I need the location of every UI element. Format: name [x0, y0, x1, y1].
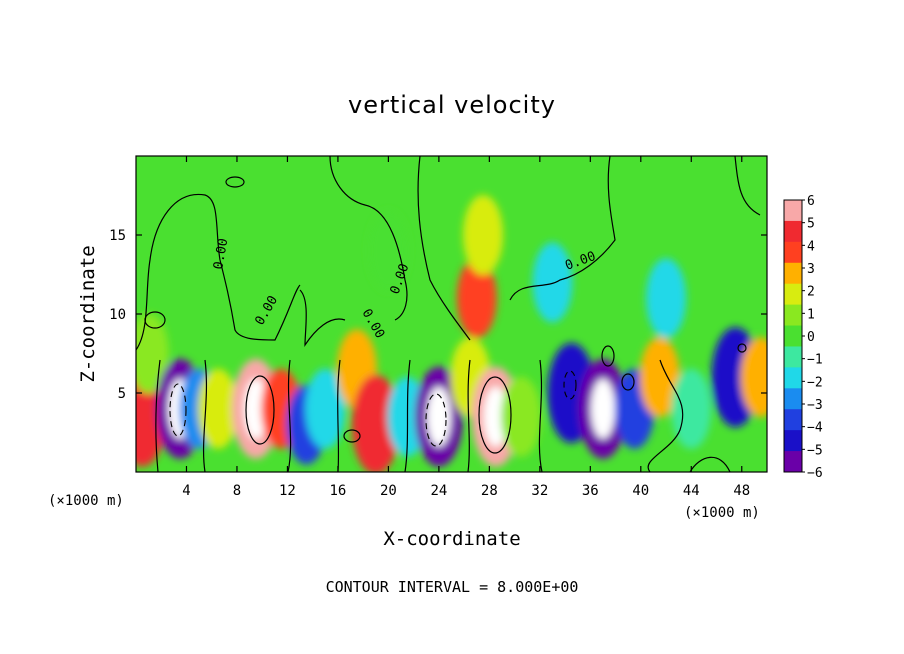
field-cell — [463, 195, 504, 275]
field-cell — [646, 258, 687, 339]
contour-line — [155, 359, 161, 472]
contour-line — [404, 359, 411, 472]
colorbar-label: 3 — [807, 262, 815, 277]
x-tick-label: 32 — [531, 483, 548, 499]
velocity-field — [136, 195, 767, 472]
field-cell — [500, 376, 541, 457]
colorbar-label: −6 — [807, 466, 823, 481]
y-tick-label: 5 — [118, 386, 126, 402]
colorbar-swatch — [784, 388, 802, 410]
plot-area: 0.00 0.00 0.00 0.00 0.00 — [136, 156, 767, 472]
field-cell — [351, 374, 400, 472]
contour-label: 0.00 — [211, 237, 231, 270]
field-cell — [198, 368, 239, 449]
contour-line — [689, 456, 731, 472]
contour-interval-note: CONTOUR INTERVAL = 8.000E+00 — [326, 578, 579, 596]
x-tick-label: 16 — [329, 483, 346, 499]
contour-line — [136, 193, 301, 351]
colorbar-swatch — [784, 304, 802, 327]
field-cell — [740, 337, 767, 418]
colorbar-label: −2 — [807, 375, 823, 390]
colorbar-swatch — [784, 346, 802, 368]
colorbar-label: −4 — [807, 421, 823, 436]
colorbar-swatch — [784, 409, 802, 431]
contour-loop — [478, 376, 512, 454]
x-tick-label: 24 — [430, 483, 447, 499]
colorbar-swatch — [784, 283, 802, 306]
colorbar-swatch — [784, 367, 802, 389]
contour-loop — [737, 343, 747, 353]
contour-loop — [343, 429, 361, 443]
x-axis-label: X-coordinate — [383, 528, 520, 550]
colorbar-label: −5 — [807, 443, 823, 458]
contour-line — [202, 359, 208, 472]
contour-line — [299, 289, 346, 347]
contour-line — [329, 156, 408, 321]
x-unit-left: (×1000 m) — [48, 493, 124, 509]
colorbar-label: 4 — [807, 239, 815, 254]
contour-line — [538, 359, 543, 472]
field-core — [590, 378, 615, 439]
colorbar-label: 5 — [807, 217, 815, 232]
x-tick-label: 40 — [632, 483, 649, 499]
contour-line — [647, 359, 684, 472]
x-unit-right: (×1000 m) — [684, 505, 760, 521]
contour-loop-dashed — [563, 370, 577, 400]
colorbar-swatch — [784, 451, 802, 473]
y-tick-label: 15 — [109, 228, 126, 244]
x-tick-label: 8 — [233, 483, 241, 499]
colorbar-swatch — [784, 220, 802, 243]
y-axis: 5 10 15 — [109, 228, 767, 402]
field-cell — [532, 242, 573, 323]
y-tick-label: 10 — [109, 307, 126, 323]
contour-line — [509, 156, 616, 301]
colorbar-swatch — [784, 262, 802, 285]
contour-line — [337, 359, 341, 472]
colorbar-label: 1 — [807, 307, 815, 322]
field-cell — [368, 210, 409, 291]
contour-line — [734, 156, 761, 216]
contour-loop — [245, 375, 275, 445]
colorbar-swatch — [784, 325, 802, 347]
x-tick-label: 28 — [481, 483, 498, 499]
contour-loop — [621, 373, 635, 391]
contour-line — [467, 359, 471, 472]
negative-contours — [169, 370, 577, 447]
contour-loop — [601, 345, 615, 367]
contour-loop — [225, 176, 245, 188]
x-tick-label: 12 — [279, 483, 296, 499]
colorbar-swatch — [784, 200, 802, 222]
field-cell — [456, 258, 497, 339]
contour-line — [287, 359, 292, 472]
colorbar-label: 0 — [807, 330, 815, 345]
zero-contours — [136, 156, 761, 472]
colorbar-swatch — [784, 241, 802, 264]
colorbar-label: 2 — [807, 285, 815, 300]
colorbar: 6 5 4 3 2 1 0 −1 −2 −3 −4 −5 −6 — [783, 194, 823, 481]
chart-title: vertical velocity — [348, 91, 556, 119]
field-core — [243, 378, 268, 439]
field-cell — [639, 337, 680, 418]
field-core — [483, 386, 508, 447]
x-tick-label: 44 — [683, 483, 700, 499]
colorbar-swatch — [784, 430, 802, 452]
y-axis-label: Z-coordinate — [77, 245, 99, 382]
field-cell — [671, 368, 712, 449]
contour-loop-dashed — [169, 383, 187, 437]
contour-loop — [144, 311, 166, 329]
contour-line — [417, 156, 471, 341]
x-axis: 4 8 12 16 20 24 28 32 36 40 44 48 — [182, 156, 750, 499]
field-cell — [305, 368, 346, 449]
x-tick-label: 48 — [733, 483, 750, 499]
colorbar-label: −3 — [807, 398, 823, 413]
field-cell — [136, 313, 169, 394]
x-tick-label: 20 — [380, 483, 397, 499]
contour-loop-dashed — [425, 393, 447, 447]
colorbar-label: −1 — [807, 353, 823, 368]
colorbar-label: 6 — [807, 194, 815, 209]
x-tick-label: 36 — [582, 483, 599, 499]
x-tick-label: 4 — [182, 483, 190, 499]
